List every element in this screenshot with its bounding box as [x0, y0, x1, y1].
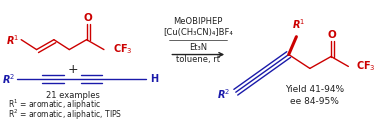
Text: 21 examples: 21 examples: [46, 91, 100, 100]
Text: R$^2$ = aromatic, aliphatic, TIPS: R$^2$ = aromatic, aliphatic, TIPS: [8, 108, 122, 122]
Text: +: +: [68, 63, 79, 76]
Text: H: H: [150, 74, 158, 84]
Text: CF$_3$: CF$_3$: [113, 43, 132, 56]
Text: [Cu(CH₃CN)₄]BF₄: [Cu(CH₃CN)₄]BF₄: [163, 28, 233, 37]
Text: R$^2$: R$^2$: [217, 87, 230, 101]
Text: R$^1$: R$^1$: [292, 17, 305, 31]
Text: R$^2$: R$^2$: [2, 72, 15, 86]
Text: Yield 41-94%: Yield 41-94%: [285, 85, 344, 94]
Text: ee 84-95%: ee 84-95%: [290, 97, 339, 106]
Text: O: O: [328, 30, 336, 40]
Text: toluene, rt: toluene, rt: [176, 55, 220, 64]
Text: CF$_3$: CF$_3$: [356, 60, 376, 73]
Text: R$^1$: R$^1$: [6, 33, 19, 47]
Text: MeOBIPHEP: MeOBIPHEP: [174, 17, 223, 26]
Text: O: O: [83, 13, 92, 23]
Text: R$^1$ = aromatic, aliphatic: R$^1$ = aromatic, aliphatic: [8, 98, 101, 112]
Text: Et₃N: Et₃N: [189, 43, 207, 52]
